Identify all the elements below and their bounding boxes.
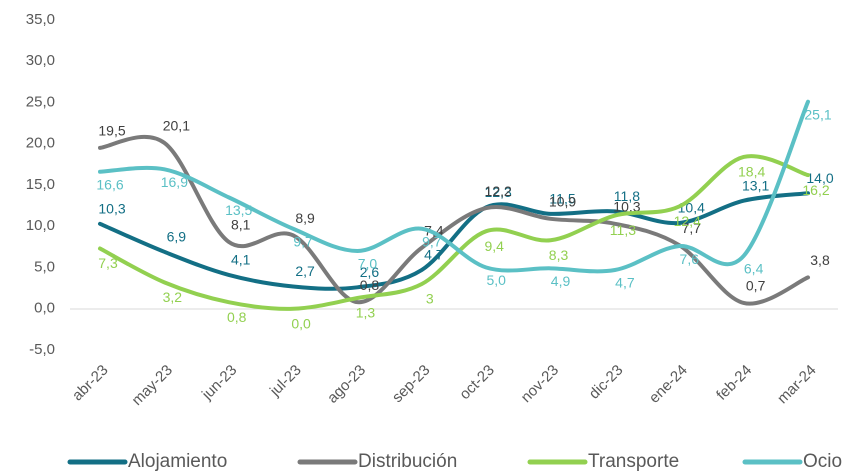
data-label: 10,9	[549, 194, 576, 210]
data-label: 4,1	[231, 252, 251, 268]
data-label: 6,9	[167, 229, 187, 245]
data-label: 6,4	[744, 261, 764, 277]
data-label: 7,7	[682, 220, 702, 236]
data-label: 3,8	[810, 252, 830, 268]
data-label: 13,1	[742, 177, 769, 193]
data-label: 0,8	[227, 309, 247, 325]
data-label: 10,3	[98, 200, 125, 216]
data-label: 11,8	[614, 188, 640, 204]
data-label: 12,4	[674, 213, 701, 229]
data-label: 11,5	[549, 191, 575, 207]
series-line	[98, 154, 810, 311]
x-tick-label: ago-23	[324, 362, 369, 407]
data-label: 7,3	[98, 255, 118, 271]
data-label: 20,1	[163, 118, 190, 134]
data-label: 2,7	[295, 263, 315, 279]
data-label: 4,7	[424, 247, 444, 263]
series-line	[98, 99, 810, 274]
data-label: 12,3	[485, 184, 512, 200]
data-label: 16,6	[96, 177, 123, 193]
legend-label: Distribución	[358, 451, 457, 472]
legend-label: Ocio	[803, 451, 842, 472]
data-label: 3,2	[163, 289, 183, 305]
data-label: 14,0	[806, 170, 833, 186]
data-label: 9,7	[293, 233, 313, 249]
series-line	[98, 135, 810, 306]
x-tick-label: nov-23	[518, 362, 562, 406]
data-label: 18,4	[738, 164, 765, 180]
data-label: 4,9	[551, 273, 571, 289]
x-tick-label: oct-23	[456, 362, 498, 404]
data-label: 7,0	[358, 256, 378, 272]
x-tick-label: feb-24	[713, 362, 755, 404]
data-label: 25,1	[804, 106, 831, 122]
y-tick-label: 30,0	[26, 52, 55, 69]
data-label: 10,3	[613, 198, 640, 214]
x-tick-label: dic-23	[586, 362, 627, 403]
series-line	[98, 191, 810, 291]
data-label: 19,5	[98, 123, 125, 139]
y-tick-label: 20,0	[26, 135, 55, 152]
x-tick-label: abr-23	[69, 362, 112, 405]
y-tick-label: 35,0	[26, 11, 55, 28]
x-tick-label: sep-23	[389, 362, 433, 406]
legend-label: Transporte	[588, 451, 679, 472]
data-label: 16,9	[161, 174, 188, 190]
y-tick-label: 0,0	[34, 300, 55, 317]
data-label: 0,7	[746, 278, 766, 294]
x-tick-label: may-23	[129, 362, 176, 409]
data-label: 0,0	[291, 315, 311, 331]
data-label: 7,6	[680, 251, 700, 267]
data-label: 8,3	[549, 247, 569, 263]
data-label: 9,4	[484, 238, 504, 254]
x-tick-label: ene-24	[646, 362, 691, 407]
data-label: 3	[426, 291, 434, 307]
data-label: 9,7	[422, 233, 442, 249]
legend-label: Alojamiento	[128, 451, 227, 472]
data-label: 8,1	[231, 217, 251, 233]
data-label: 11,3	[610, 222, 636, 238]
data-label: 0,8	[360, 277, 380, 293]
data-label: 8,9	[295, 210, 315, 226]
x-tick-label: mar-24	[774, 362, 820, 408]
y-tick-label: 15,0	[26, 176, 55, 193]
data-label: 16,2	[802, 182, 829, 198]
data-label: 13,5	[225, 202, 252, 218]
data-label: 12,2	[485, 183, 512, 199]
y-tick-label: 10,0	[26, 217, 55, 234]
y-tick-label: -5,0	[29, 341, 55, 358]
data-label: 1,3	[356, 305, 376, 321]
y-tick-label: 25,0	[26, 93, 55, 110]
data-label: 5,0	[486, 272, 506, 288]
data-label: 2,6	[360, 264, 380, 280]
y-tick-label: 5,0	[34, 258, 55, 275]
x-tick-label: jul-23	[266, 362, 305, 401]
x-tick-label: jun-23	[198, 362, 240, 404]
data-label: 4,7	[615, 275, 635, 291]
